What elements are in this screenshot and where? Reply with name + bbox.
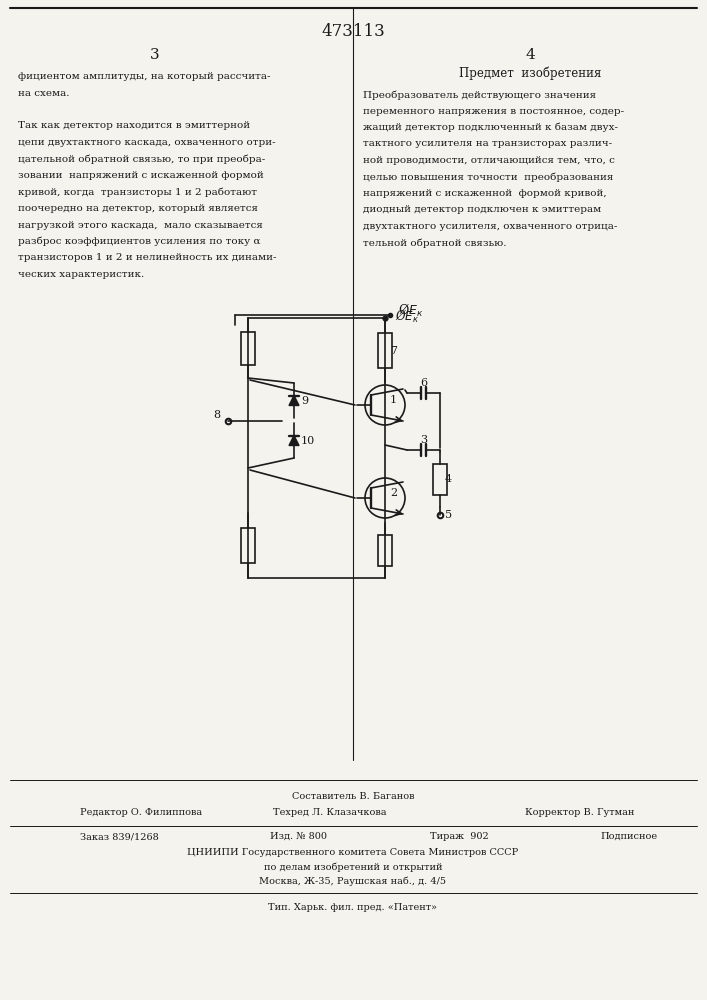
Text: Преобразователь действующего значения: Преобразователь действующего значения	[363, 90, 596, 100]
Text: 5: 5	[445, 510, 452, 520]
Text: Тип. Харьк. фил. пред. «Патент»: Тип. Харьк. фил. пред. «Патент»	[269, 903, 438, 912]
Text: Техред Л. Клазачкова: Техред Л. Клазачкова	[273, 808, 387, 817]
Polygon shape	[289, 395, 299, 406]
Text: Изд. № 800: Изд. № 800	[270, 832, 327, 841]
Text: нагрузкой этого каскада,  мало сказывается: нагрузкой этого каскада, мало сказываетс…	[18, 221, 263, 230]
Text: Так как детектор находится в эмиттерной: Так как детектор находится в эмиттерной	[18, 121, 250, 130]
Text: ной проводимости, отличающийся тем, что, с: ной проводимости, отличающийся тем, что,…	[363, 156, 615, 165]
Text: кривой, когда  транзисторы 1 и 2 работают: кривой, когда транзисторы 1 и 2 работают	[18, 188, 257, 197]
Text: 3: 3	[150, 48, 160, 62]
Text: 4: 4	[445, 475, 452, 485]
Text: 10: 10	[301, 436, 315, 446]
Text: ЦНИИПИ Государственного комитета Совета Министров СССР: ЦНИИПИ Государственного комитета Совета …	[187, 848, 519, 857]
Text: 2: 2	[390, 488, 397, 498]
Text: Тираж  902: Тираж 902	[430, 832, 489, 841]
Bar	[433, 464, 447, 495]
Text: 6: 6	[420, 378, 427, 388]
Polygon shape	[289, 436, 299, 446]
Text: 8: 8	[213, 410, 220, 420]
Text: зовании  напряжений с искаженной формой: зовании напряжений с искаженной формой	[18, 171, 264, 180]
Text: разброс коэффициентов усиления по току α: разброс коэффициентов усиления по току α	[18, 237, 260, 246]
Text: тактного усилителя на транзисторах различ-: тактного усилителя на транзисторах разли…	[363, 139, 612, 148]
Text: 1: 1	[390, 395, 397, 405]
Text: жащий детектор подключенный к базам двух-: жащий детектор подключенный к базам двух…	[363, 123, 618, 132]
Text: Заказ 839/1268: Заказ 839/1268	[80, 832, 159, 841]
Text: напряжений с искаженной  формой кривой,: напряжений с искаженной формой кривой,	[363, 189, 607, 198]
Bar	[241, 332, 255, 364]
Text: транзисторов 1 и 2 и нелинейность их динами-: транзисторов 1 и 2 и нелинейность их дин…	[18, 253, 276, 262]
Text: на схема.: на схема.	[18, 89, 69, 98]
Text: Редактор О. Филиппова: Редактор О. Филиппова	[80, 808, 202, 817]
Text: поочередно на детектор, который является: поочередно на детектор, который является	[18, 204, 258, 213]
Text: по делам изобретений и открытий: по делам изобретений и открытий	[264, 862, 443, 871]
Text: Корректор В. Гутман: Корректор В. Гутман	[525, 808, 635, 817]
Text: фициентом амплитуды, на который рассчита-: фициентом амплитуды, на который рассчита…	[18, 72, 271, 81]
Text: Составитель В. Баганов: Составитель В. Баганов	[292, 792, 414, 801]
Text: переменного напряжения в постоянное, содер-: переменного напряжения в постоянное, сод…	[363, 106, 624, 115]
Text: цательной обратной связью, то при преобра-: цательной обратной связью, то при преобр…	[18, 154, 265, 164]
Text: Москва, Ж-35, Раушская наб., д. 4/5: Москва, Ж-35, Раушская наб., д. 4/5	[259, 876, 447, 886]
Text: 473113: 473113	[321, 23, 385, 40]
Text: тельной обратной связью.: тельной обратной связью.	[363, 238, 506, 248]
Text: Ø$E_{к}$: Ø$E_{к}$	[398, 301, 423, 319]
Text: 7: 7	[390, 346, 397, 356]
Text: ческих характеристик.: ческих характеристик.	[18, 270, 144, 279]
Text: 4: 4	[525, 48, 535, 62]
Bar	[378, 333, 392, 368]
Bar	[241, 528, 255, 563]
Text: 3: 3	[420, 435, 427, 445]
Text: Подписное: Подписное	[600, 832, 657, 841]
Text: диодный детектор подключен к эмиттерам: диодный детектор подключен к эмиттерам	[363, 206, 601, 215]
Text: целью повышения точности  преобразования: целью повышения точности преобразования	[363, 172, 614, 182]
Text: цепи двухтактного каскада, охваченного отри-: цепи двухтактного каскада, охваченного о…	[18, 138, 276, 147]
Text: двухтактного усилителя, охваченного отрица-: двухтактного усилителя, охваченного отри…	[363, 222, 617, 231]
Text: Предмет  изобретения: Предмет изобретения	[459, 67, 601, 81]
Text: Ø$E_{к}$: Ø$E_{к}$	[395, 307, 419, 325]
Text: 9: 9	[301, 395, 308, 406]
Bar	[378, 535, 392, 566]
